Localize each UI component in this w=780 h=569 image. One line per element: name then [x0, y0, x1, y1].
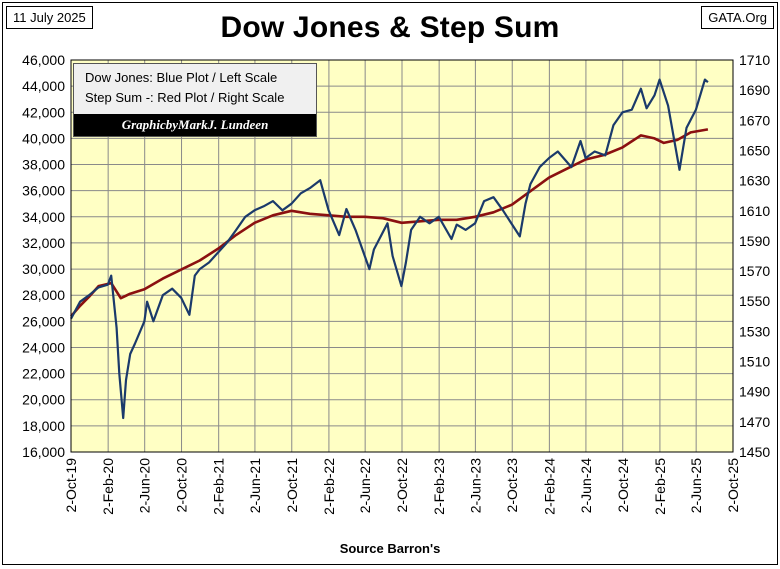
left-tick-label: 40,000	[22, 130, 65, 146]
left-tick-label: 34,000	[22, 209, 65, 225]
x-tick-label: 2-Feb-24	[541, 458, 557, 515]
x-tick-label: 2-Oct-25	[725, 458, 741, 513]
right-tick-label: 1610	[739, 203, 770, 219]
legend-step-sum: Step Sum -: Red Plot / Right Scale	[85, 90, 285, 105]
right-tick-label: 1670	[739, 112, 770, 128]
right-tick-label: 1530	[739, 323, 770, 339]
right-tick-label: 1470	[739, 414, 770, 430]
left-tick-label: 46,000	[22, 52, 65, 68]
x-tick-label: 2-Feb-22	[321, 458, 337, 515]
plot-border	[70, 59, 734, 453]
x-tick-label: 2-Jun-25	[688, 458, 704, 513]
x-tick-label: 2-Jun-24	[578, 458, 594, 513]
left-tick-label: 16,000	[22, 444, 65, 460]
right-tick-label: 1650	[739, 142, 770, 158]
graphic-credit: GraphicbyMarkJ. Lundeen	[74, 114, 316, 136]
right-tick-label: 1630	[739, 173, 770, 189]
x-tick-label: 2-Jun-22	[357, 458, 373, 513]
series-line-step-sum	[70, 128, 709, 318]
x-axis-label: Source Barron's	[339, 541, 441, 556]
x-tick-label: 2-Feb-20	[100, 458, 116, 515]
x-tick-label: 2-Feb-23	[431, 458, 447, 515]
legend-dow-jones: Dow Jones: Blue Plot / Left Scale	[85, 70, 278, 85]
x-tick-label: 2-Oct-19	[63, 458, 79, 513]
right-tick-label: 1690	[739, 82, 770, 98]
left-tick-label: 32,000	[22, 235, 65, 251]
x-tick-label: 2-Oct-24	[615, 458, 631, 513]
source-label: GATA.Org	[701, 6, 774, 29]
x-tick-label: 2-Jun-20	[137, 458, 153, 513]
left-axis-ticks: 16,000 18,000 20,000 22,000 24,000 26,000 28,0…	[22, 52, 65, 460]
left-tick-label: 26,000	[22, 313, 65, 329]
right-tick-label: 1450	[739, 444, 770, 460]
right-tick-label: 1550	[739, 293, 770, 309]
x-tick-label: 2-Oct-20	[174, 458, 190, 513]
left-tick-label: 18,000	[22, 418, 65, 434]
right-tick-label: 1710	[739, 52, 770, 68]
left-tick-label: 38,000	[22, 157, 65, 173]
x-tick-label: 2-Oct-21	[284, 458, 300, 513]
x-tick-label: 2-Jun-23	[467, 458, 483, 513]
date-label: 11 July 2025	[6, 6, 93, 29]
x-tick-label: 2-Feb-25	[652, 458, 668, 515]
right-tick-label: 1490	[739, 384, 770, 400]
left-tick-label: 44,000	[22, 78, 65, 94]
left-tick-label: 36,000	[22, 183, 65, 199]
series-line-dow-jones	[70, 78, 709, 420]
x-tick-label: 2-Feb-21	[211, 458, 227, 515]
x-axis-ticks: 2-Oct-19 2-Feb-20 2-Jun-20 2-Oct-20 2-Feb-21…	[63, 458, 741, 515]
left-tick-label: 30,000	[22, 261, 65, 277]
right-axis-ticks: 1450 1470 1490 1510 1530 1550 1570 1590 1610 1630…	[739, 52, 770, 460]
left-tick-label: 28,000	[22, 287, 65, 303]
left-tick-label: 20,000	[22, 392, 65, 408]
legend: Dow Jones: Blue Plot / Left Scale Step S…	[73, 63, 317, 137]
right-tick-label: 1570	[739, 263, 770, 279]
x-tick-label: 2-Jun-21	[247, 458, 263, 513]
left-tick-label: 42,000	[22, 104, 65, 120]
left-tick-label: 24,000	[22, 339, 65, 355]
right-tick-label: 1590	[739, 233, 770, 249]
x-tick-label: 2-Oct-22	[394, 458, 410, 513]
chart-title: Dow Jones & Step Sum	[220, 11, 560, 44]
right-tick-label: 1510	[739, 354, 770, 370]
left-tick-label: 22,000	[22, 366, 65, 382]
x-tick-label: 2-Oct-23	[504, 458, 520, 513]
